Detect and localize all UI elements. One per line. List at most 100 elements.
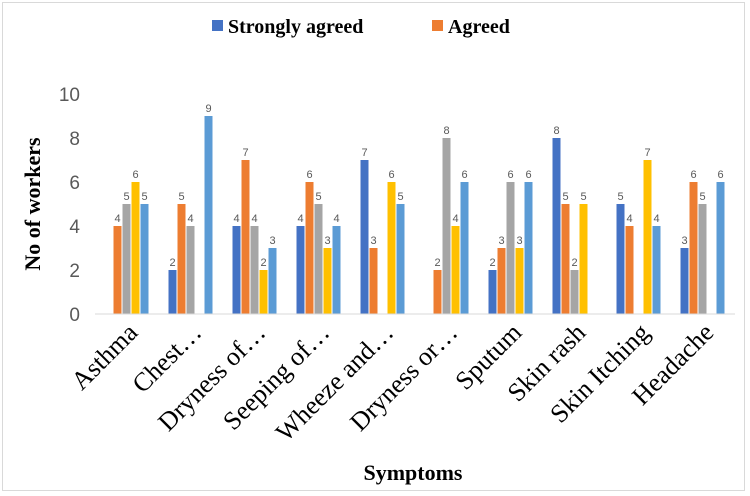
bar	[305, 182, 314, 314]
legend: Strongly agreed Agreed	[212, 16, 510, 38]
data-label: 5	[178, 191, 184, 203]
y-tick-label: 8	[69, 129, 80, 150]
bar	[488, 270, 497, 314]
data-label: 5	[699, 191, 705, 203]
y-tick-label: 10	[59, 85, 80, 106]
bar	[360, 160, 369, 314]
data-label: 7	[242, 147, 248, 159]
data-label: 6	[461, 169, 467, 181]
bar	[716, 182, 725, 314]
data-label: 3	[370, 235, 376, 247]
bar	[186, 226, 195, 314]
data-label: 6	[306, 169, 312, 181]
bar	[433, 270, 442, 314]
data-label: 5	[617, 191, 623, 203]
bar	[140, 204, 149, 314]
data-label: 3	[269, 235, 275, 247]
legend-swatch	[212, 20, 223, 31]
data-label: 6	[525, 169, 531, 181]
data-label: 7	[361, 147, 367, 159]
data-label: 6	[388, 169, 394, 181]
bar	[579, 204, 588, 314]
bar	[396, 204, 405, 314]
data-label: 6	[507, 169, 513, 181]
bars	[113, 116, 725, 314]
bar	[177, 204, 186, 314]
bar	[268, 248, 277, 314]
data-label: 5	[580, 191, 586, 203]
data-label: 4	[297, 213, 303, 225]
bar	[625, 226, 634, 314]
y-tick-label: 2	[69, 261, 80, 282]
data-label: 8	[553, 125, 559, 137]
bar	[643, 160, 652, 314]
bar	[451, 226, 460, 314]
data-label: 3	[681, 235, 687, 247]
bar	[241, 160, 250, 314]
bar	[232, 226, 241, 314]
bar	[570, 270, 579, 314]
bar	[250, 226, 259, 314]
data-label: 5	[141, 191, 147, 203]
data-label: 4	[251, 213, 257, 225]
legend-label: Strongly agreed	[228, 16, 363, 38]
bar	[204, 116, 213, 314]
bar	[122, 204, 131, 314]
data-label: 4	[114, 213, 120, 225]
bar	[442, 138, 451, 314]
data-label: 3	[324, 235, 330, 247]
y-axis-title: No of workers	[20, 137, 45, 271]
data-label: 9	[205, 103, 211, 115]
bar	[369, 248, 378, 314]
data-label: 4	[626, 213, 632, 225]
data-label: 3	[498, 235, 504, 247]
data-label: 2	[260, 257, 266, 269]
data-label: 5	[123, 191, 129, 203]
bar	[460, 182, 469, 314]
bar	[689, 182, 698, 314]
data-label: 4	[233, 213, 239, 225]
bar	[515, 248, 524, 314]
bar	[259, 270, 268, 314]
data-label: 2	[571, 257, 577, 269]
data-label: 4	[653, 213, 659, 225]
bar	[323, 248, 332, 314]
bar	[506, 182, 515, 314]
data-label: 2	[489, 257, 495, 269]
bar	[296, 226, 305, 314]
data-label: 4	[452, 213, 458, 225]
bar	[387, 182, 396, 314]
data-label: 3	[516, 235, 522, 247]
bar	[113, 226, 122, 314]
data-label: 6	[132, 169, 138, 181]
bar	[314, 204, 323, 314]
data-label: 5	[315, 191, 321, 203]
bar	[552, 138, 561, 314]
data-label: 2	[169, 257, 175, 269]
bar	[698, 204, 707, 314]
y-tick-label: 4	[69, 217, 80, 238]
y-axis-ticks: 0 2 4 6 8 10	[59, 85, 81, 326]
bar	[524, 182, 533, 314]
bar	[168, 270, 177, 314]
bar	[131, 182, 140, 314]
bar	[561, 204, 570, 314]
y-tick-label: 0	[69, 305, 80, 326]
data-label: 6	[690, 169, 696, 181]
bar	[652, 226, 661, 314]
data-label: 6	[717, 169, 723, 181]
bar	[680, 248, 689, 314]
bar	[332, 226, 341, 314]
data-label: 4	[187, 213, 193, 225]
x-axis-title: Symptoms	[363, 460, 462, 485]
data-label: 5	[397, 191, 403, 203]
bar	[497, 248, 506, 314]
legend-label: Agreed	[448, 16, 510, 38]
data-label: 5	[562, 191, 568, 203]
bar	[616, 204, 625, 314]
data-label: 7	[644, 147, 650, 159]
data-label: 8	[443, 125, 449, 137]
